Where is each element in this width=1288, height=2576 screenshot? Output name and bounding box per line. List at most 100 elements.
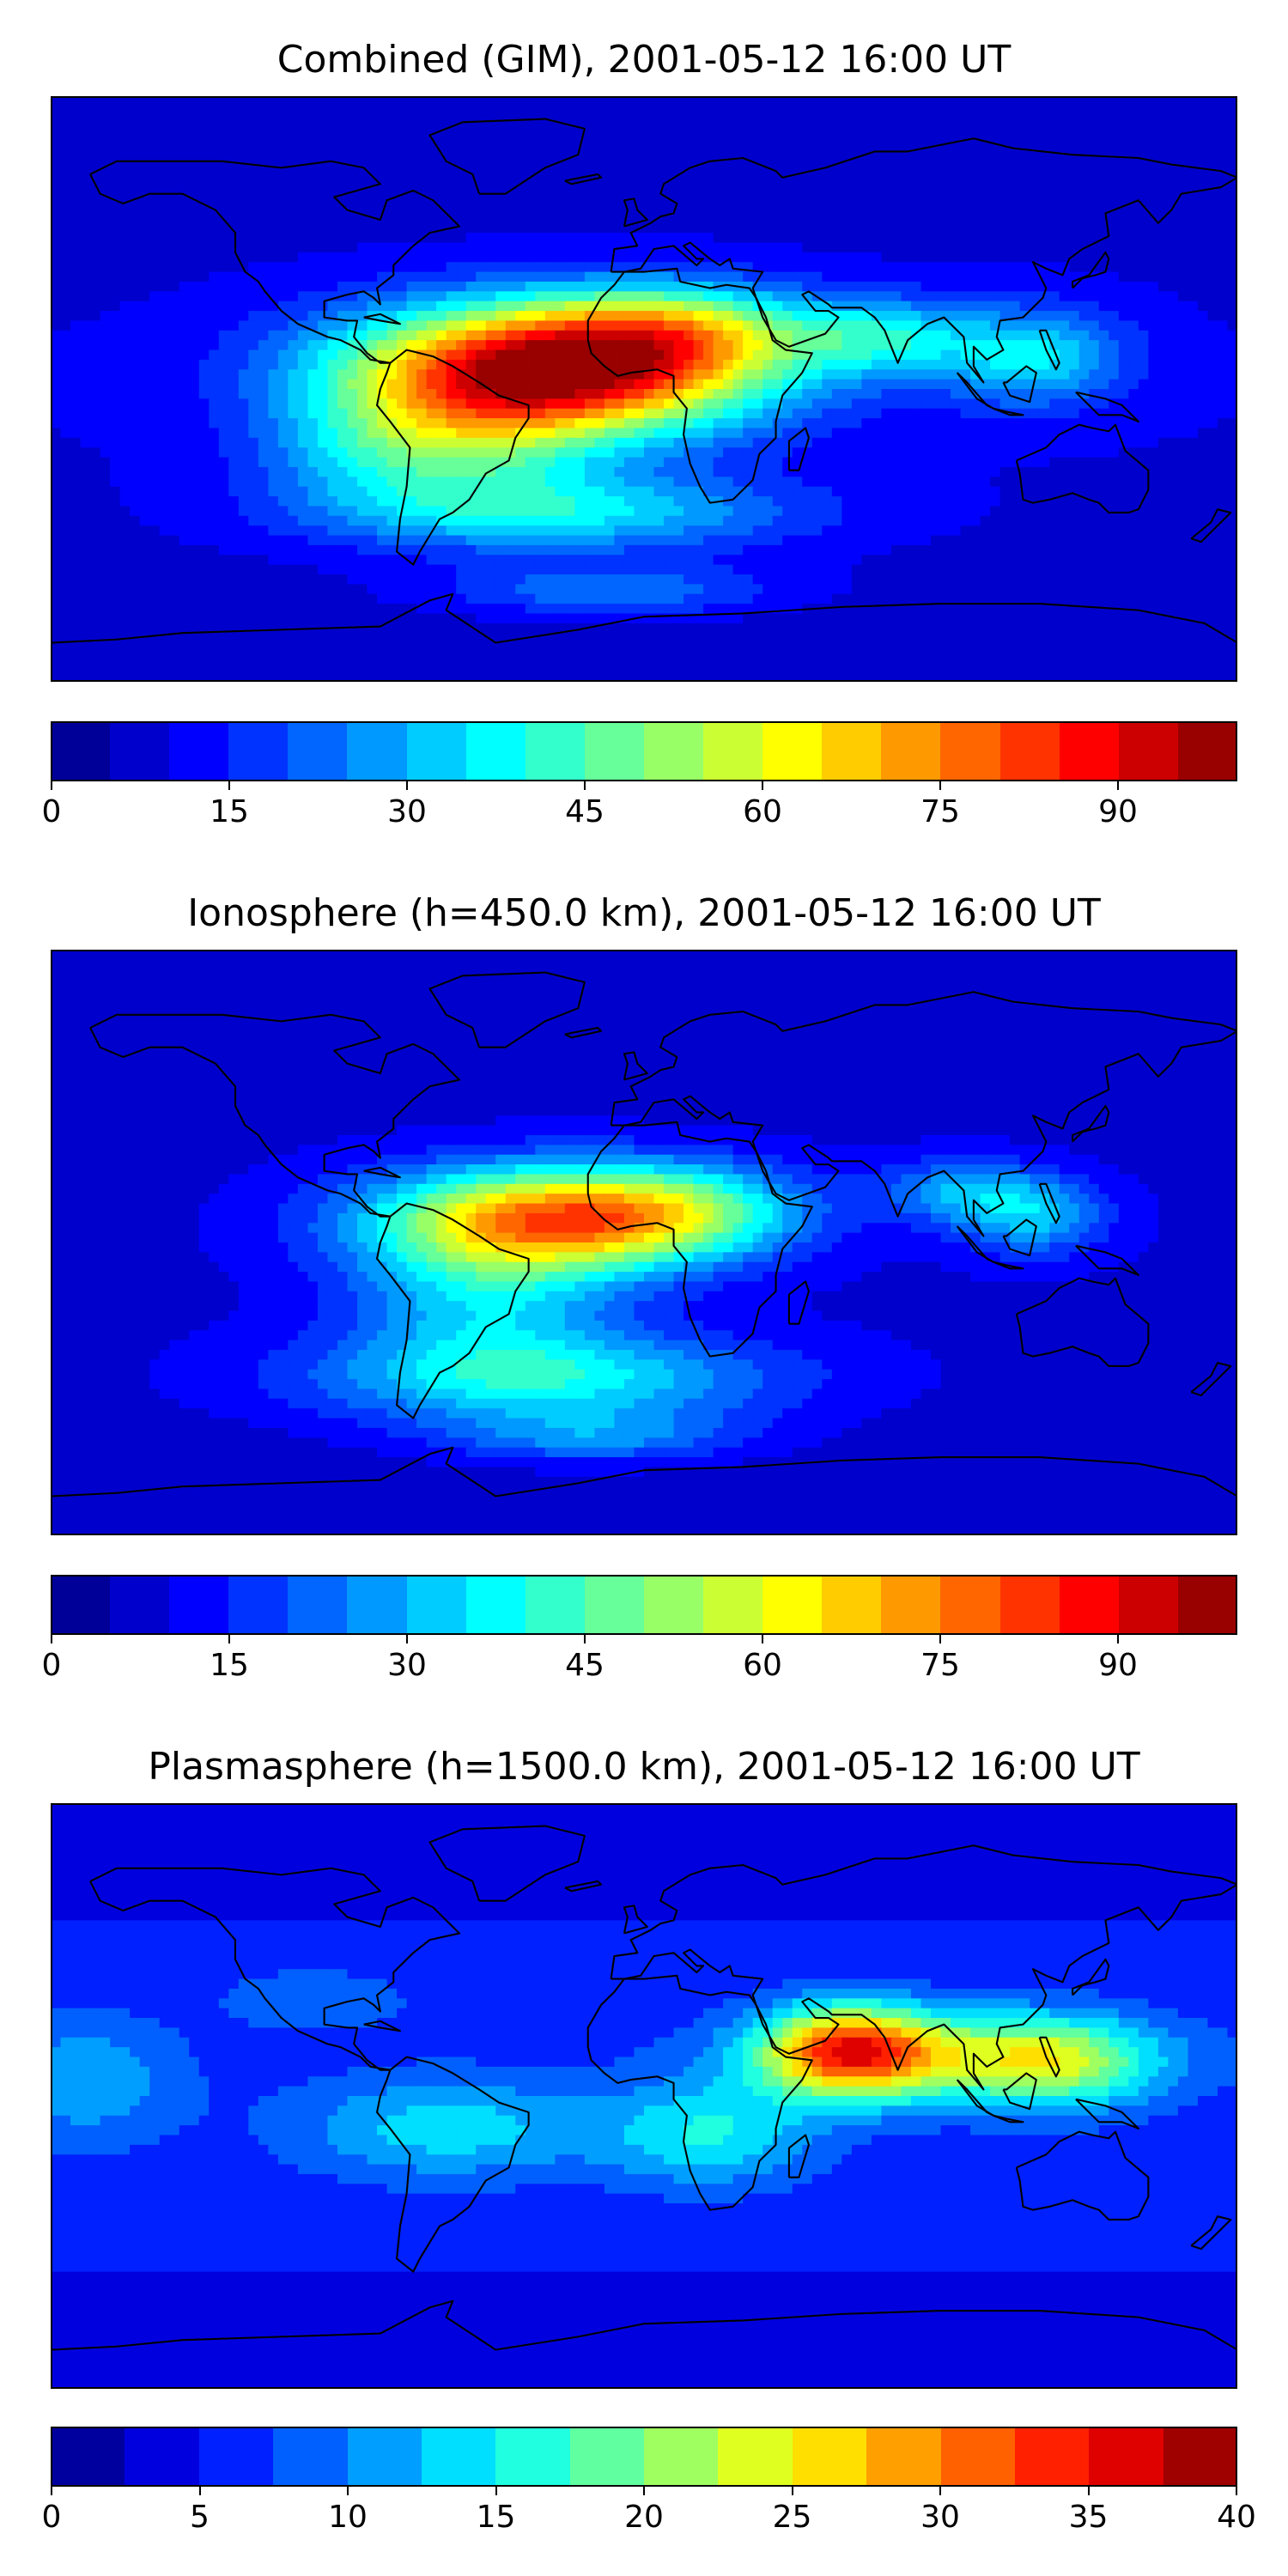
- panel-3-map-svg: [51, 1803, 1237, 2389]
- coastline: [375, 2056, 530, 2273]
- coastline: [586, 267, 813, 504]
- colorbar-tick: [198, 2487, 201, 2495]
- coastline: [610, 991, 1237, 1237]
- coastline: [586, 1974, 813, 2211]
- coastline: [1038, 1182, 1060, 1224]
- colorbar-swatch: [1014, 2427, 1090, 2487]
- colorbar-tick-label: 90: [1098, 1649, 1138, 1683]
- panel-2-map-svg: [51, 950, 1237, 1535]
- panel-1-colorbar: [51, 721, 1237, 781]
- colorbar-tick: [347, 2487, 349, 2495]
- colorbar-tick: [406, 781, 408, 790]
- coastline: [428, 1825, 586, 1902]
- coastline: [89, 1013, 461, 1218]
- coastline: [564, 1880, 603, 1893]
- coastline: [1071, 1104, 1110, 1143]
- colorbar-tick: [495, 2487, 497, 2495]
- panel-1-map: [51, 96, 1237, 682]
- coastline: [1002, 365, 1037, 404]
- coastline: [1071, 1958, 1110, 1996]
- coastline: [623, 197, 648, 228]
- colorbar-swatch: [881, 721, 941, 781]
- coastline: [1075, 2098, 1139, 2129]
- colorbar-swatch: [940, 1575, 1000, 1635]
- panel-1-title: Combined (GIM), 2001-05-12 16:00 UT: [0, 38, 1288, 82]
- panel-3-title: Plasmasphere (h=1500.0 km), 2001-05-12 1…: [0, 1745, 1288, 1789]
- panel-2-colorbar-frame: [51, 1575, 1237, 1635]
- coastline: [1190, 1362, 1232, 1397]
- colorbar-swatch: [198, 2427, 274, 2487]
- colorbar-tick-label: 45: [565, 795, 605, 829]
- colorbar-tick-label: 60: [743, 795, 782, 829]
- colorbar-swatch: [495, 2427, 570, 2487]
- colorbar-swatch: [569, 2427, 644, 2487]
- coastline: [1038, 2036, 1060, 2078]
- coastline: [1002, 1218, 1037, 1257]
- colorbar-swatch: [703, 721, 763, 781]
- colorbar-swatch: [228, 721, 289, 781]
- colorbar-tick: [1087, 2487, 1090, 2495]
- colorbar-tick-label: 60: [743, 1649, 782, 1683]
- colorbar-swatch: [421, 2427, 496, 2487]
- coastline: [89, 1867, 461, 2071]
- coastline: [564, 173, 603, 185]
- colorbar-tick: [762, 781, 763, 790]
- colorbar-tick: [791, 2487, 793, 2495]
- colorbar-swatch: [347, 721, 407, 781]
- panel-2-map-frame: [51, 950, 1237, 1535]
- panel-2-colorbar: [51, 1575, 1237, 1635]
- colorbar-swatch: [940, 721, 1000, 781]
- coastline: [623, 1051, 648, 1081]
- colorbar-swatch: [288, 1575, 348, 1635]
- colorbar-swatch: [940, 2427, 1015, 2487]
- colorbar-swatch: [584, 721, 644, 781]
- colorbar-swatch: [1177, 721, 1237, 781]
- colorbar-tick: [1117, 1635, 1119, 1643]
- colorbar-swatch: [1059, 721, 1119, 781]
- tec-field: [51, 96, 1237, 682]
- colorbar-swatch: [792, 2427, 867, 2487]
- colorbar-tick-label: 15: [210, 1649, 249, 1683]
- coastline: [956, 2079, 994, 2117]
- colorbar-swatch: [1089, 2427, 1163, 2487]
- coastline: [51, 1446, 1237, 1498]
- colorbar-swatch: [718, 2427, 793, 2487]
- coastline: [586, 1121, 813, 1358]
- panel-3-map-frame: [51, 1803, 1237, 2389]
- colorbar-tick: [228, 1635, 230, 1643]
- coastline: [993, 2114, 1024, 2123]
- colorbar-swatch: [584, 1575, 644, 1635]
- colorbar-swatch: [288, 721, 348, 781]
- colorbar-swatch: [703, 1575, 763, 1635]
- colorbar-swatch: [1163, 2427, 1237, 2487]
- colorbar-swatch: [1118, 1575, 1178, 1635]
- colorbar-tick: [584, 781, 586, 790]
- colorbar-swatch: [406, 1575, 466, 1635]
- coastline: [787, 1280, 811, 1325]
- colorbar-tick: [51, 2487, 52, 2495]
- colorbar-tick-label: 30: [387, 1649, 427, 1683]
- coastline: [956, 1225, 994, 1263]
- coastline: [363, 313, 401, 325]
- colorbar-swatch: [51, 721, 111, 781]
- coastline: [610, 1844, 1237, 2091]
- colorbar-tick-label: 25: [773, 2500, 812, 2535]
- panel-1-map-frame: [51, 96, 1237, 682]
- coastlines: [51, 971, 1237, 1498]
- coastline: [610, 137, 1237, 384]
- panel-3-colorbar-swatches: [51, 2427, 1237, 2487]
- colorbar-tick-label: 90: [1098, 795, 1138, 829]
- colorbar-swatch: [999, 721, 1060, 781]
- colorbar-swatch: [643, 721, 704, 781]
- coastline: [363, 2020, 401, 2032]
- colorbar-swatch: [228, 1575, 289, 1635]
- colorbar-swatch: [406, 721, 466, 781]
- colorbar-swatch: [762, 1575, 823, 1635]
- colorbar-swatch: [822, 1575, 882, 1635]
- panel-1-colorbar-ticks: 0 15 30 45 60 75 90: [42, 781, 1237, 829]
- colorbar-tick-label: 75: [920, 795, 960, 829]
- coastline: [89, 160, 461, 364]
- coastline: [428, 118, 586, 195]
- colorbar-swatch: [762, 721, 823, 781]
- colorbar-swatch: [125, 2427, 199, 2487]
